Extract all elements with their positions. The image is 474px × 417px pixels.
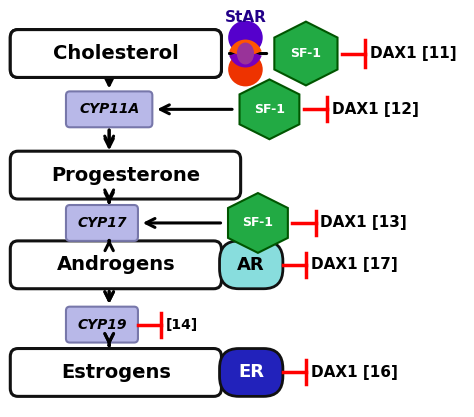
FancyBboxPatch shape: [10, 151, 241, 199]
Text: Cholesterol: Cholesterol: [53, 44, 179, 63]
Wedge shape: [229, 50, 262, 68]
FancyBboxPatch shape: [219, 241, 283, 289]
Ellipse shape: [237, 43, 254, 65]
Text: Androgens: Androgens: [56, 255, 175, 274]
Text: ER: ER: [238, 364, 264, 382]
Text: StAR: StAR: [225, 10, 266, 25]
Ellipse shape: [228, 53, 263, 86]
FancyBboxPatch shape: [66, 205, 138, 241]
Text: DAX1 [12]: DAX1 [12]: [332, 102, 419, 117]
Text: CYP17: CYP17: [77, 216, 127, 230]
Text: SF-1: SF-1: [242, 216, 273, 229]
Polygon shape: [274, 22, 337, 85]
Text: Progesterone: Progesterone: [51, 166, 200, 185]
Text: SF-1: SF-1: [291, 47, 321, 60]
Text: [14]: [14]: [166, 318, 198, 332]
FancyBboxPatch shape: [10, 241, 221, 289]
Wedge shape: [229, 40, 262, 58]
FancyBboxPatch shape: [10, 349, 221, 397]
Ellipse shape: [228, 20, 263, 55]
Text: Cholesterol: Cholesterol: [53, 44, 179, 63]
Text: DAX1 [11]: DAX1 [11]: [370, 46, 457, 61]
FancyBboxPatch shape: [66, 91, 152, 127]
FancyBboxPatch shape: [10, 30, 221, 78]
Text: SF-1: SF-1: [254, 103, 285, 116]
Text: DAX1 [16]: DAX1 [16]: [311, 365, 398, 380]
Text: DAX1 [13]: DAX1 [13]: [320, 216, 407, 231]
FancyBboxPatch shape: [66, 306, 138, 342]
FancyBboxPatch shape: [10, 30, 221, 78]
Text: AR: AR: [237, 256, 265, 274]
FancyBboxPatch shape: [219, 349, 283, 397]
Text: CYP19: CYP19: [77, 318, 127, 332]
Text: Estrogens: Estrogens: [61, 363, 171, 382]
Polygon shape: [239, 79, 300, 139]
Polygon shape: [228, 193, 288, 253]
Text: DAX1 [17]: DAX1 [17]: [311, 257, 398, 272]
Text: CYP11A: CYP11A: [79, 102, 139, 116]
